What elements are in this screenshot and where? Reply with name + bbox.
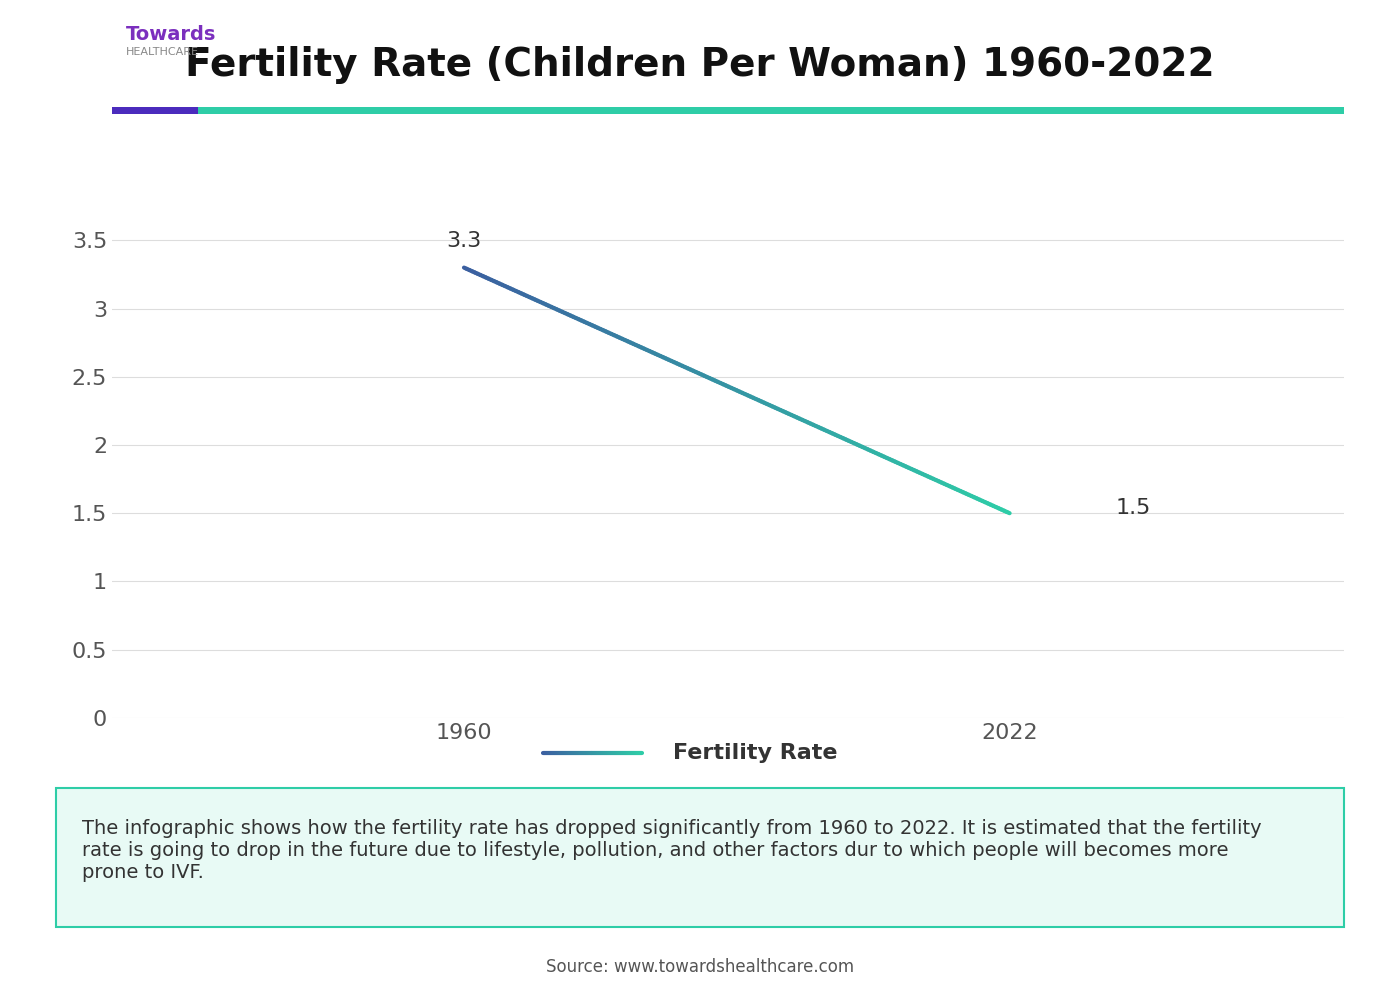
Text: 1.5: 1.5 bbox=[1116, 498, 1151, 517]
Text: Fertility Rate: Fertility Rate bbox=[672, 743, 837, 763]
Text: Source: www.towardshealthcare.com: Source: www.towardshealthcare.com bbox=[546, 958, 854, 976]
Bar bbox=[112, 107, 199, 115]
Text: HEALTHCARE: HEALTHCARE bbox=[126, 47, 199, 57]
Text: The infographic shows how the fertility rate has dropped significantly from 1960: The infographic shows how the fertility … bbox=[81, 819, 1261, 882]
Text: 3.3: 3.3 bbox=[447, 231, 482, 251]
Text: Towards: Towards bbox=[126, 25, 217, 45]
FancyBboxPatch shape bbox=[56, 788, 1344, 927]
Text: Fertility Rate (Children Per Woman) 1960-2022: Fertility Rate (Children Per Woman) 1960… bbox=[185, 46, 1215, 84]
